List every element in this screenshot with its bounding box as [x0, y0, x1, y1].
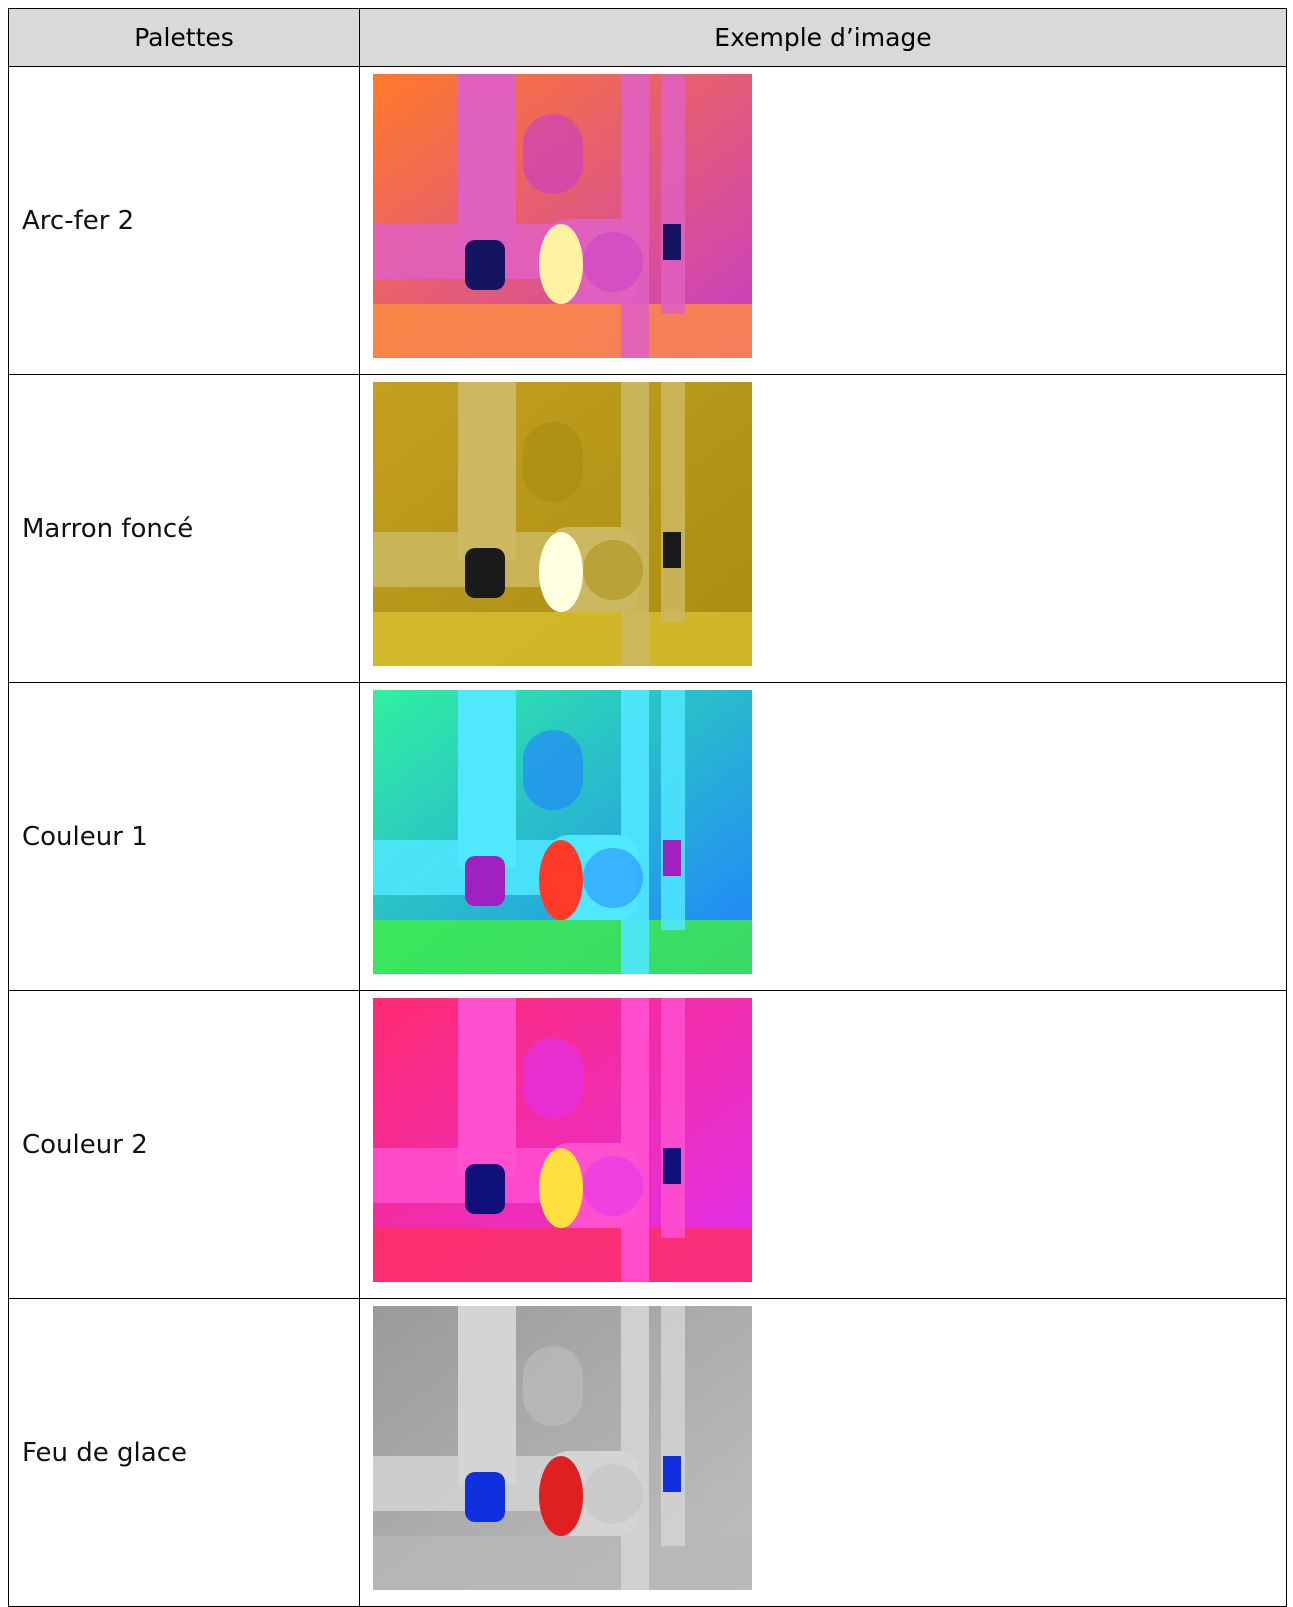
image-cell	[359, 990, 1287, 1299]
image-cell	[359, 1298, 1287, 1607]
header-cell: Exemple d’image	[359, 8, 1287, 67]
palette-name: Feu de glace	[8, 1298, 360, 1607]
page: Palettes Exemple d’image Arc-fer 2 Marro…	[8, 8, 1287, 1607]
table-body: Arc-fer 2 Marron foncé Couleur 1 Couleur…	[8, 66, 1287, 1607]
palette-name: Marron foncé	[8, 374, 360, 683]
palette-row: Feu de glace	[8, 1298, 1287, 1607]
image-cell	[359, 374, 1287, 683]
palette-row: Marron foncé	[8, 374, 1287, 683]
thermal-image	[373, 998, 752, 1282]
header-cell: Palettes	[8, 8, 360, 67]
palette-row: Couleur 1	[8, 682, 1287, 991]
thermal-image	[373, 382, 752, 666]
thermal-image	[373, 1306, 752, 1590]
image-cell	[359, 682, 1287, 991]
palette-row: Arc-fer 2	[8, 66, 1287, 375]
palette-table: Palettes Exemple d’image Arc-fer 2 Marro…	[8, 8, 1287, 1607]
palette-name: Couleur 1	[8, 682, 360, 991]
palette-name: Arc-fer 2	[8, 66, 360, 375]
palette-name: Couleur 2	[8, 990, 360, 1299]
palette-row: Couleur 2	[8, 990, 1287, 1299]
image-cell	[359, 66, 1287, 375]
header-row: Palettes Exemple d’image	[8, 8, 1287, 67]
thermal-image	[373, 690, 752, 974]
thermal-image	[373, 74, 752, 358]
